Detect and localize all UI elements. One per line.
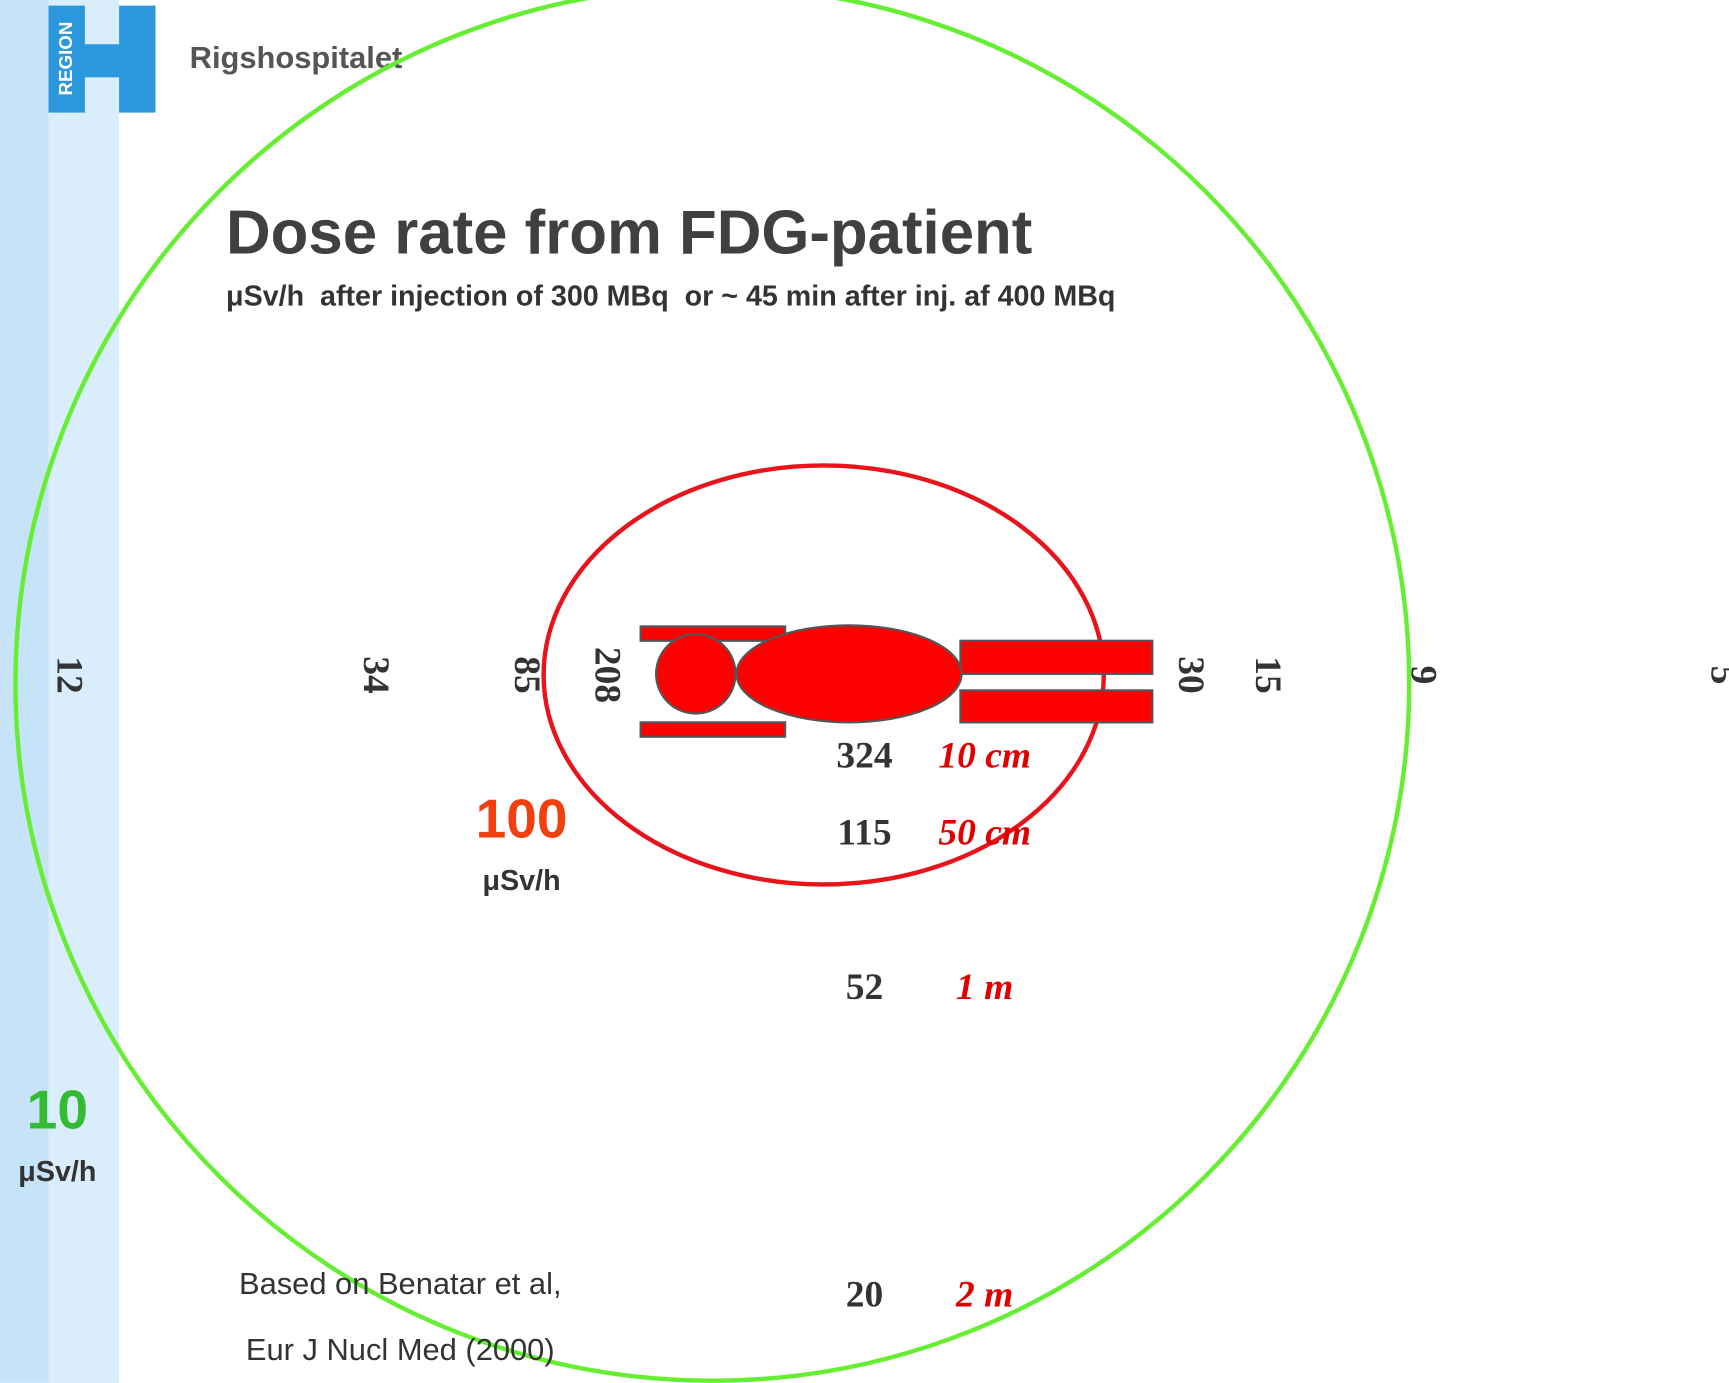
front-values: 324 10 cm 115 50 cm 52 1 m 20 2 m bbox=[836, 735, 1031, 1315]
contour-level: 100 bbox=[476, 787, 568, 849]
side-value: 9 bbox=[1403, 666, 1444, 685]
front-value: 324 bbox=[836, 735, 892, 776]
title: Dose rate from FDG-patient bbox=[226, 199, 1032, 268]
distance: 10 cm bbox=[938, 735, 1031, 776]
side-value: 15 bbox=[1247, 656, 1288, 693]
side-value: 34 bbox=[355, 656, 396, 694]
side-value: 12 bbox=[49, 656, 90, 693]
logo-text: REGION bbox=[55, 22, 76, 96]
front-value: 20 bbox=[846, 1275, 883, 1316]
side-value: 85 bbox=[506, 656, 547, 693]
front-value: 52 bbox=[846, 967, 883, 1008]
contour-unit: μSv/h bbox=[483, 865, 561, 897]
side-band bbox=[48, 0, 120, 1383]
logo: REGION bbox=[48, 5, 156, 113]
contour-unit: μSv/h bbox=[18, 1156, 96, 1188]
subtitle: μSv/h after injection of 300 MBq or ~ 45… bbox=[226, 280, 1115, 312]
patient-figure bbox=[639, 624, 1154, 738]
side-values: 12 34 85 208 30 15 9 5 bbox=[49, 647, 1729, 703]
distance: 2 m bbox=[955, 1275, 1013, 1316]
citation: Eur J Nucl Med (2000) bbox=[246, 1332, 555, 1367]
side-value: 30 bbox=[1170, 656, 1211, 693]
citation: Based on Benatar et al, bbox=[239, 1266, 562, 1301]
contour-level: 10 bbox=[27, 1078, 88, 1140]
distance: 1 m bbox=[956, 967, 1013, 1008]
side-band bbox=[0, 0, 49, 1383]
distance: 50 cm bbox=[938, 813, 1031, 854]
front-value: 115 bbox=[837, 813, 891, 854]
contour-10 bbox=[13, 0, 1412, 1383]
organization: Rigshospitalet bbox=[190, 40, 403, 75]
side-value: 208 bbox=[587, 647, 628, 703]
side-value: 5 bbox=[1703, 666, 1729, 685]
